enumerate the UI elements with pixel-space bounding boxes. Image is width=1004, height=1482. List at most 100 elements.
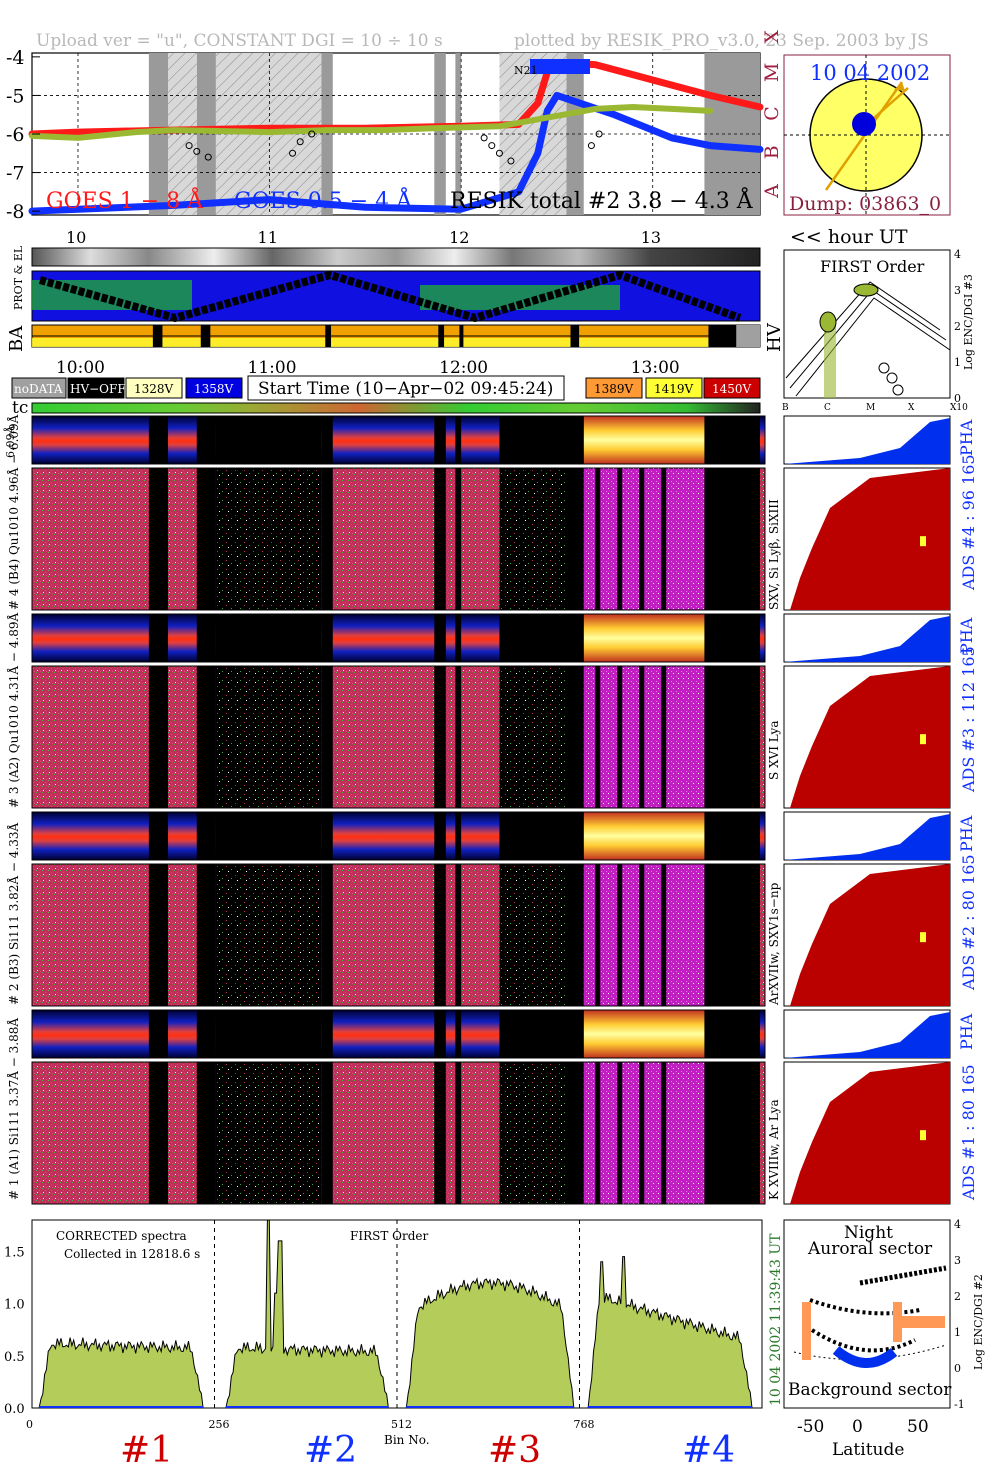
flare-marker — [530, 59, 590, 74]
det-frame — [31, 1061, 766, 1205]
detector-panel-2 — [31, 613, 766, 663]
lat-ytick-4: 0 — [954, 1362, 961, 1375]
det-frame — [31, 665, 766, 809]
goes-gap-5 — [566, 53, 584, 215]
det-gap-3 — [434, 1062, 446, 1204]
prot-el-track — [38, 270, 742, 323]
ba-gap-4 — [459, 325, 464, 347]
goes-point-5 — [308, 130, 316, 138]
img-stripe — [639, 468, 645, 610]
fo-xtick-0: B — [782, 403, 789, 413]
time-tick-1: 11:00 — [248, 358, 297, 378]
goes-point-7 — [488, 142, 496, 150]
det-gap-6 — [704, 666, 760, 808]
legend-1389v-label: 1389V — [594, 382, 634, 396]
goes-point-3 — [289, 149, 297, 157]
side-hist-marker — [920, 1130, 926, 1141]
first-order-title: FIRST Order — [820, 257, 925, 276]
det-gap-4 — [455, 812, 462, 860]
tc-label: tc — [12, 398, 28, 418]
lat-ylabel: Log ENC/DGI #2 — [972, 1274, 985, 1370]
det-gap-1 — [196, 416, 216, 464]
detector-panel-0 — [31, 415, 766, 465]
spectrum-segment-#2 — [225, 1219, 389, 1409]
goes-long-label: GOES 1 − 8 Å — [46, 186, 204, 214]
ba-gap-2 — [325, 325, 332, 347]
pha-quiet-2 — [499, 416, 567, 464]
side-hist-2 — [783, 613, 951, 663]
det-gap-5 — [566, 468, 584, 610]
goes-series — [28, 59, 764, 215]
det-gap-4 — [455, 468, 462, 610]
side-hist-area — [790, 1062, 950, 1204]
goes-point-4 — [296, 138, 304, 146]
spectra-det-1: #1 — [120, 1430, 173, 1471]
fo-xtick-4: X10 — [950, 403, 968, 413]
fo-ytick-0: 4 — [954, 248, 961, 261]
legend-1450v-label: 1450V — [712, 382, 752, 396]
tc-strip — [31, 402, 761, 414]
orbit-panel: 10 04 2002 Dump: 03863_0 — [783, 54, 951, 216]
pha-label-1: PHA — [957, 617, 976, 654]
ba-strip-gaps — [152, 325, 737, 347]
det-gap-1 — [196, 1062, 216, 1204]
lat-ytick-2: 2 — [954, 1290, 961, 1303]
ads-label-3: ADS #1 : 80 165 — [959, 1064, 978, 1201]
det-gap-3 — [434, 864, 446, 1006]
goes-ytick-2: -6 — [6, 124, 25, 146]
pha-quiet-2 — [499, 1010, 567, 1058]
spectra-ytick-0: 1.5 — [4, 1245, 25, 1260]
orbit-date: 10 04 2002 — [810, 61, 930, 85]
fo-ytick-4: 0 — [954, 392, 961, 405]
spectra-det-2: #2 — [304, 1430, 357, 1471]
goes-lightcurve-panel: -4 -5 -6 -7 -8 X M C B A N21 GOES 1 − 8 Å GOES 0… — [6, 30, 783, 224]
side-hist-marker — [920, 932, 926, 943]
det-gap-3 — [434, 468, 446, 610]
pha4-axis-label: 6.09Å — [3, 425, 17, 458]
spectra-xlabel: Bin No. — [384, 1433, 430, 1447]
side-hist-0 — [783, 415, 951, 465]
tc-gray-strip — [31, 247, 761, 267]
det-gap-6 — [704, 812, 760, 860]
side-hist-area — [790, 864, 950, 1006]
ads-label-2: ADS #2 : 80 165 — [959, 854, 978, 991]
hv-label: HV — [764, 322, 785, 352]
side-hist-area — [790, 666, 950, 808]
goes-point-9 — [507, 157, 515, 165]
detector-panel-4 — [31, 811, 766, 861]
det-gap-6 — [704, 468, 760, 610]
spectra-side-time: 11:39:43 UT — [768, 1233, 784, 1322]
d3-label: # 3 (A2) Qu1010 4.31Å − 4.89Å — [6, 612, 21, 808]
side-hist-area — [784, 616, 950, 662]
det-frame — [31, 415, 766, 465]
legend-1328v — [125, 377, 183, 399]
det-frame — [31, 863, 766, 1007]
header-upload-text: Upload ver = "u", CONSTANT DGI = 10 ÷ 10… — [36, 31, 443, 51]
legend-hvoff — [67, 377, 125, 399]
d2-lines: ArXVIIw, SXV1s−np — [767, 882, 781, 1006]
pha-flare — [583, 416, 705, 464]
img-stripe — [639, 666, 645, 808]
lat-background: Background sector — [788, 1380, 952, 1400]
first-order-ylabel: Log ENC/DGI #3 — [962, 274, 975, 370]
goes-short-label: GOES 0.5 − 4 Å — [234, 186, 413, 214]
det-frame — [31, 811, 766, 861]
prot-el-label: PROT & EL — [12, 245, 25, 310]
det-gap-3 — [434, 416, 446, 464]
side-hist-marker — [920, 536, 926, 547]
img-stripe — [617, 666, 623, 808]
det-gap-2 — [321, 614, 333, 662]
pha-flare — [583, 614, 705, 662]
hour-ut-label: << hour UT — [790, 226, 908, 248]
det-gap-4 — [455, 614, 462, 662]
d4-lines: SXV, Si Lyβ, SiXIII — [767, 499, 781, 610]
hour-tick-13: 13 — [641, 228, 661, 247]
lat-ytick-5: -1 — [954, 1398, 965, 1411]
pha-label-3: PHA — [957, 1013, 976, 1050]
goes-point-2 — [204, 153, 212, 161]
det-gap-2 — [321, 812, 333, 860]
img-stripe — [661, 864, 667, 1006]
ads-label-1: ADS #3 : 112 165 — [959, 646, 978, 793]
start-time-text: Start Time (10−Apr−02 09:45:24) — [258, 379, 553, 399]
